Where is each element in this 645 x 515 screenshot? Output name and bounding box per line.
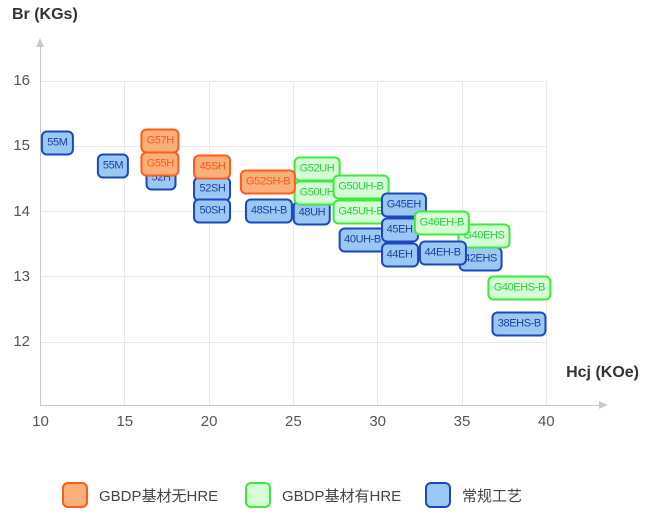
grade-box: 38EHS-B: [491, 311, 547, 337]
legend: GBDP基材无HRE GBDP基材有HRE 常规工艺: [0, 479, 645, 509]
y-tick-label: 14: [13, 202, 30, 220]
grade-box: 45SH: [193, 154, 232, 180]
grade-box: G46EH-B: [413, 210, 470, 236]
y-tick-label: 15: [13, 137, 30, 155]
x-tick-label: 15: [116, 413, 134, 430]
grade-box: 44EH-B: [418, 240, 467, 266]
x-axis-arrow-icon: [599, 400, 608, 409]
legend-swatch-blue: [425, 482, 451, 508]
x-tick-label: 40: [537, 413, 555, 430]
legend-label: GBDP基材有HRE: [282, 487, 402, 505]
grade-box: 40UH-B: [338, 227, 387, 253]
grade-box: G45UH-B: [332, 199, 390, 224]
y-tick-label: 12: [13, 333, 30, 350]
legend-item-blue[interactable]: 常规工艺: [425, 481, 522, 509]
legend-item-orange[interactable]: GBDP基材无HRE: [62, 481, 218, 509]
y-tick-label: 16: [13, 72, 30, 89]
grade-box: G50UH-B: [332, 174, 390, 200]
grade-box: 50SH: [193, 198, 232, 224]
legend-label: GBDP基材无HRE: [99, 487, 219, 505]
grade-box: 48SH-B: [244, 198, 293, 224]
x-tick-label: 35: [453, 413, 471, 430]
x-axis-line: [40, 404, 600, 406]
gridline-x: [124, 81, 126, 405]
grade-box: 44EH: [380, 242, 419, 268]
grade-box: 55M: [41, 130, 74, 156]
grade-box: G57H: [140, 128, 180, 154]
y-axis-line: [40, 46, 41, 405]
legend-swatch-green: [245, 482, 271, 508]
x-tick-label: 30: [369, 413, 387, 430]
y-axis-arrow-icon: [36, 38, 44, 47]
gridline-x: [545, 81, 547, 405]
x-tick-label: 10: [32, 413, 49, 430]
grade-box: 45EH: [380, 217, 419, 243]
gridline-x: [292, 81, 294, 405]
legend-item-green[interactable]: GBDP基材有HRE: [245, 481, 401, 509]
grade-box: 55M: [96, 153, 130, 179]
grade-box: G40EHS-B: [487, 275, 551, 301]
gridline-x: [208, 81, 210, 405]
grade-box: G52SH-B: [239, 169, 297, 195]
x-axis-title: Hcj (KOe): [566, 364, 639, 381]
legend-label: 常规工艺: [462, 487, 523, 505]
x-tick-label: 25: [285, 413, 302, 430]
y-tick-label: 13: [13, 267, 30, 285]
legend-swatch-orange: [62, 482, 88, 508]
grade-box: G55H: [140, 151, 180, 177]
y-axis-title: Br (KGs): [12, 6, 78, 23]
grade-box: G40EHS: [457, 223, 511, 249]
x-tick-label: 20: [200, 413, 218, 430]
